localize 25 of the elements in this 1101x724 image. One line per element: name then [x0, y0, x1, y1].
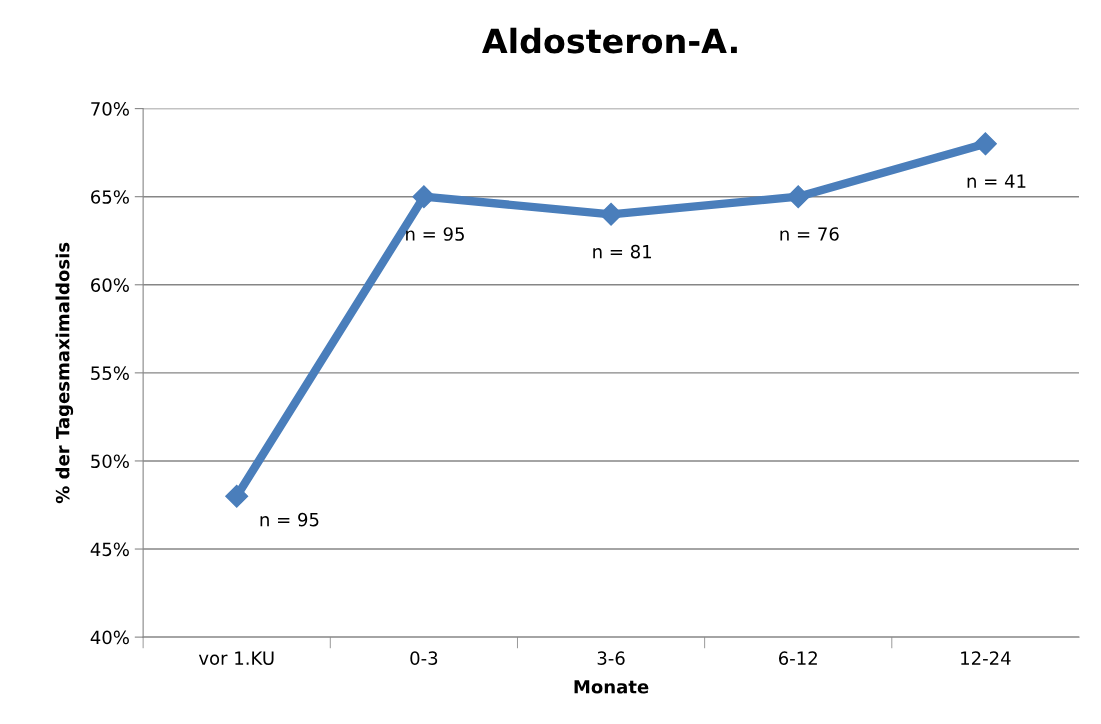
- point: [973, 132, 997, 156]
- y-tick-label: 45%: [90, 542, 129, 557]
- point: [225, 484, 249, 508]
- annotation: n = 41: [967, 174, 1026, 188]
- y-tick-label: 55%: [91, 366, 129, 380]
- annotation: n = 95: [406, 227, 464, 241]
- y-axis-title: % der Tagesmaximaldosis: [55, 242, 74, 504]
- y-tick-label: 60%: [91, 278, 129, 292]
- x-tick-label: 0-3: [410, 651, 438, 665]
- chart-title: Aldosteron-A.: [482, 27, 737, 54]
- point: [786, 185, 810, 209]
- y-tick-label: 40%: [90, 630, 129, 645]
- x-axis-title: Monate: [574, 680, 649, 694]
- annotation: n = 81: [593, 244, 652, 259]
- y-tick-label: 70%: [91, 102, 129, 116]
- point: [412, 185, 436, 209]
- y-tick-label: 50%: [91, 454, 129, 469]
- annotation: n = 76: [780, 227, 839, 241]
- x-tick-label: 6-12: [779, 651, 817, 665]
- point: [599, 202, 623, 226]
- x-tick-label: 12-24: [961, 651, 1011, 665]
- y-tick-label: 65%: [91, 190, 129, 204]
- x-tick-label: 3-6: [597, 651, 625, 665]
- x-tick-label: vor 1.KU: [198, 651, 274, 665]
- annotation: n = 95: [260, 512, 319, 527]
